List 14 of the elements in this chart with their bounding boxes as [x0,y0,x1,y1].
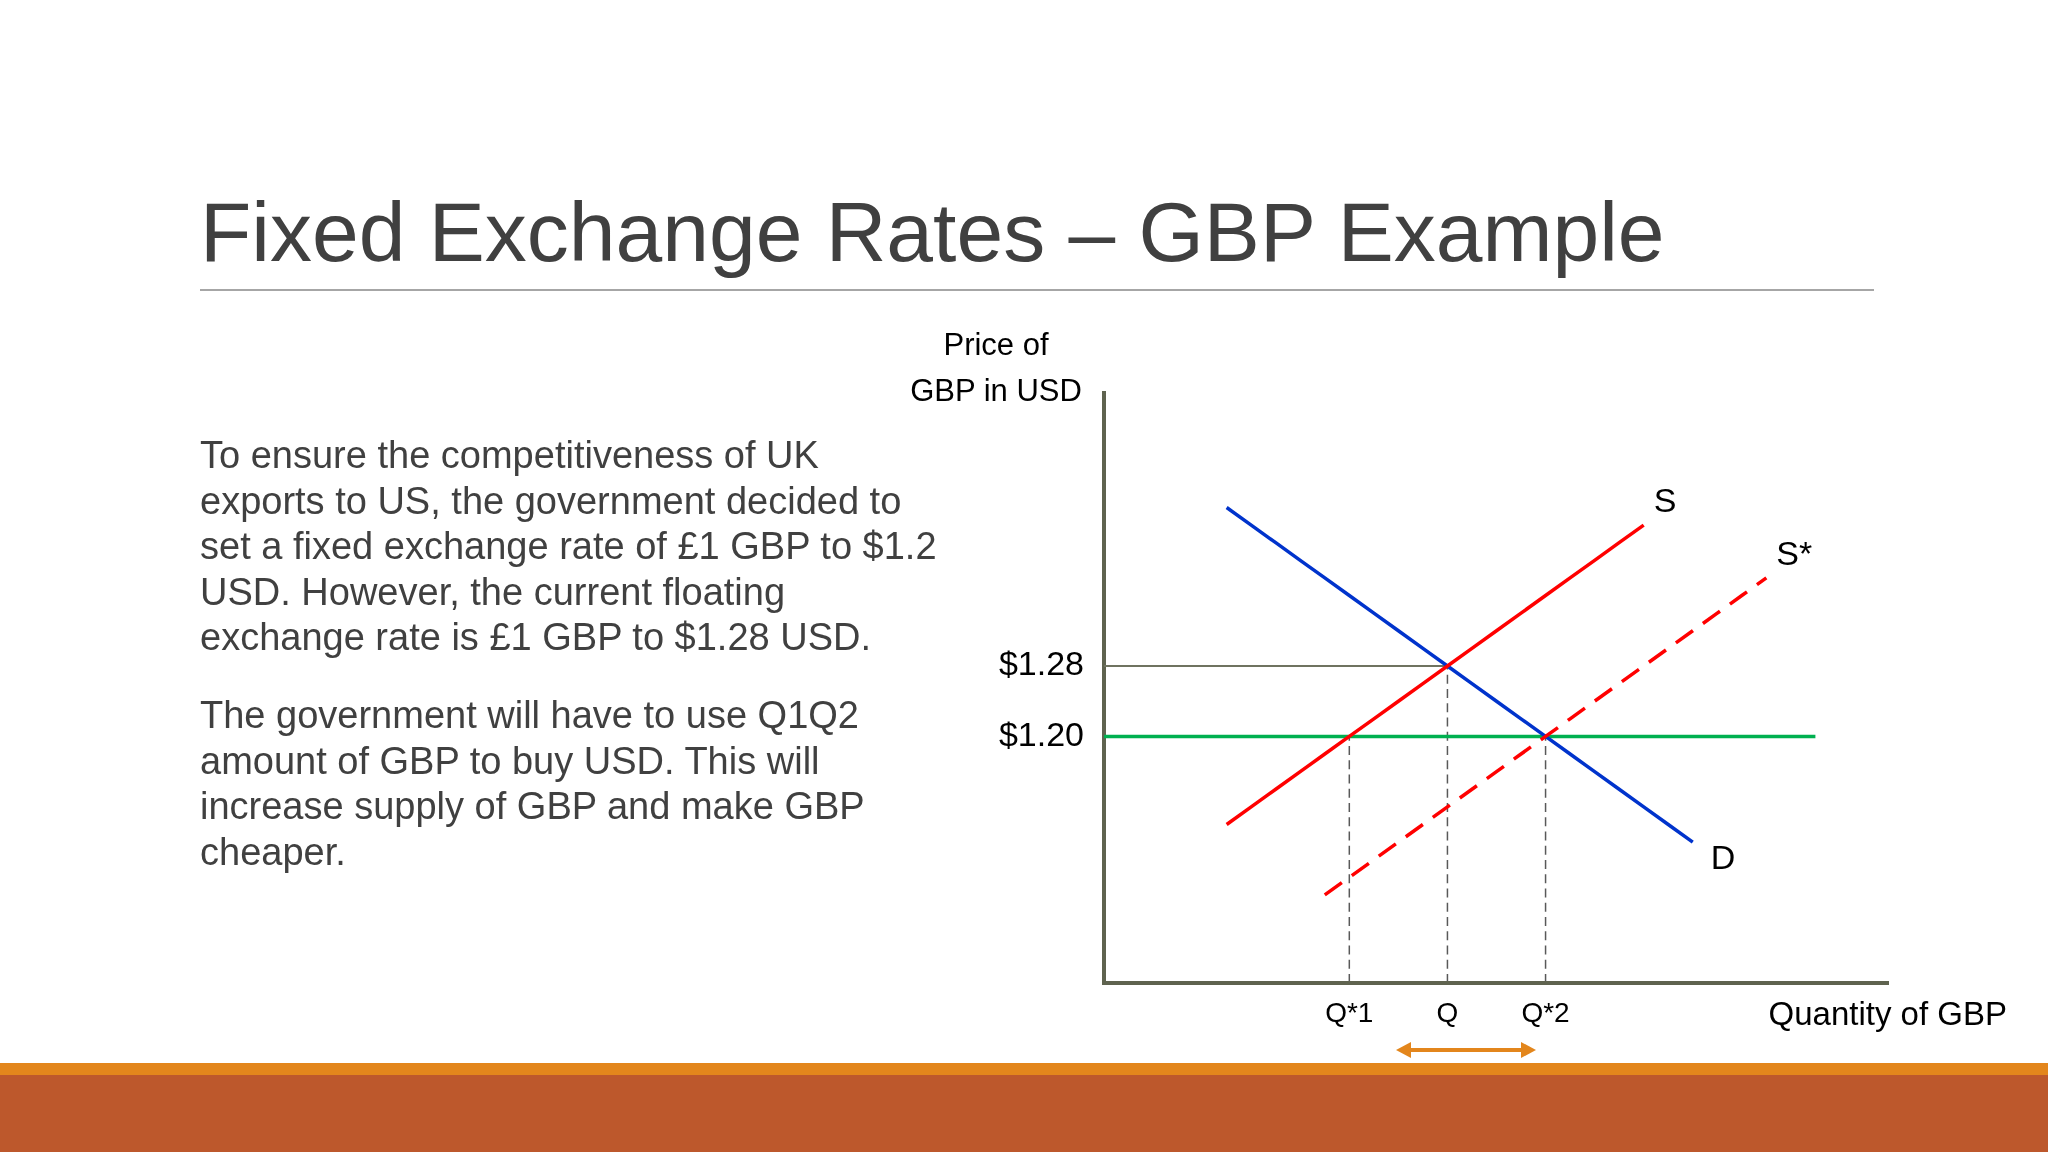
x-tick-label: Q*2 [1521,996,1570,1028]
text: To ensure the competitiveness of UK exports to US, the government decided to set a fixed exchange rate of £1 GBP to $1.2 USD. However, the current floating exchange rate is £1 GBP to $1.28 USD. [200,433,938,661]
series-label: D [1710,838,1736,877]
chart-title: Fixed Exchange Rates – GBP Example [200,185,1665,279]
y-axis-title: Price of GBP in USD [910,326,1082,408]
x-axis-title: Quantity of GBP [1768,995,2007,1033]
x-tick-label: Q*1 [1325,996,1374,1028]
line-series [1323,576,1769,897]
series-label: S* [1776,534,1813,573]
x-tick-label: Q [1436,996,1459,1028]
text: The government will have to use Q1Q2 amount of GBP to buy USD. This will increase supply of GBP and make GBP cheaper. [200,692,865,875]
y-tick-label: $1.28 [998,644,1084,683]
y-tick-label: $1.20 [998,714,1084,753]
series-label: S [1653,481,1677,520]
